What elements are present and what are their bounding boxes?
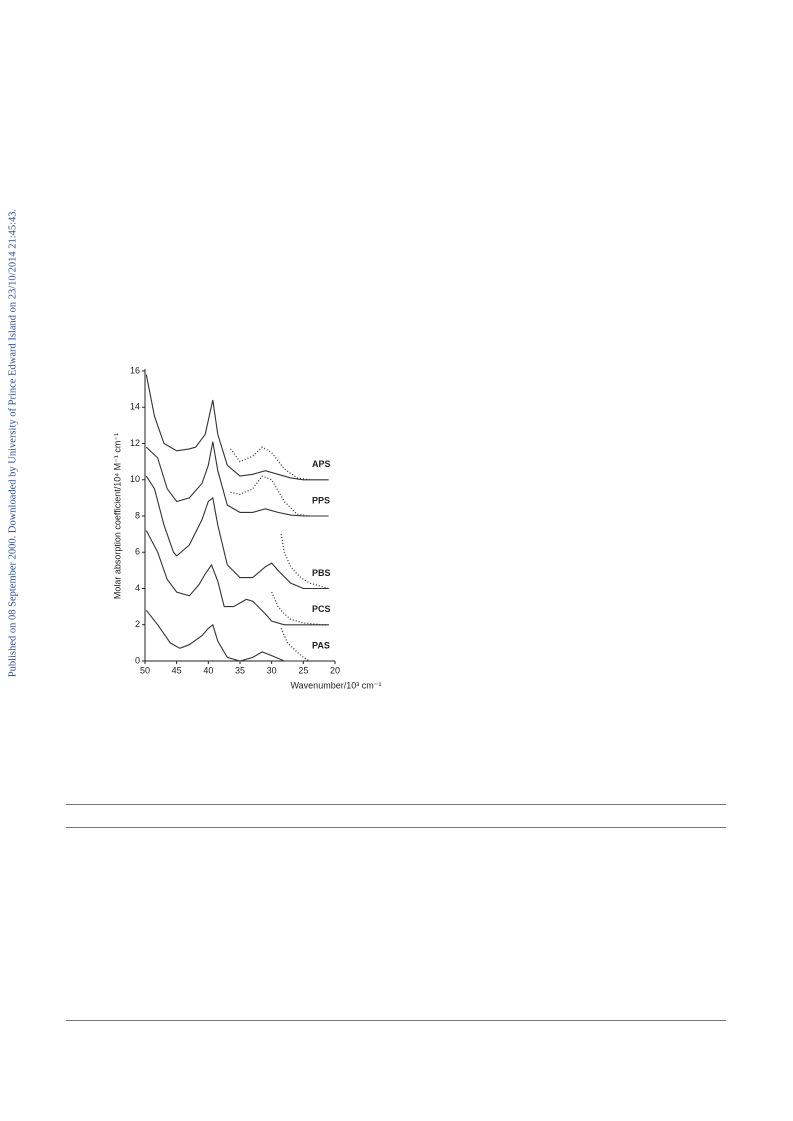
x-tick-label: 20 — [330, 665, 340, 675]
x-tick-label: 30 — [267, 665, 277, 675]
dotted-curve — [280, 533, 329, 590]
y-tick-label: 12 — [130, 438, 140, 448]
y-tick-label: 6 — [135, 547, 140, 557]
dotted-curve — [229, 446, 310, 481]
series-label: APS — [312, 459, 331, 469]
y-axis-label: Molar absorption coefficient/10⁴ M⁻¹ cm⁻… — [112, 433, 122, 599]
curve — [145, 475, 329, 590]
y-tick-label: 16 — [130, 365, 140, 375]
y-tick-label: 14 — [130, 402, 140, 412]
y-tick-label: 8 — [135, 510, 140, 520]
curve — [145, 441, 329, 517]
series-label: PPS — [312, 495, 330, 505]
x-tick-label: 40 — [203, 665, 213, 675]
curve — [145, 530, 329, 626]
series-label: PCS — [312, 604, 331, 614]
curve — [145, 609, 304, 662]
rule — [66, 827, 726, 828]
x-tick-label: 50 — [140, 665, 150, 675]
x-axis-label: Wavenumber/10³ cm⁻¹ — [291, 680, 382, 690]
x-tick-label: 35 — [235, 665, 245, 675]
x-tick-label: 25 — [298, 665, 308, 675]
y-tick-label: 2 — [135, 619, 140, 629]
curve — [145, 374, 329, 481]
y-tick-label: 0 — [135, 655, 140, 665]
x-tick-label: 45 — [172, 665, 182, 675]
dotted-curve — [280, 628, 311, 662]
rule — [66, 804, 726, 805]
y-tick-label: 4 — [135, 583, 140, 593]
y-tick-label: 10 — [130, 474, 140, 484]
series-label: PAS — [312, 640, 330, 650]
rule — [66, 1020, 726, 1021]
series-label: PBS — [312, 568, 331, 578]
